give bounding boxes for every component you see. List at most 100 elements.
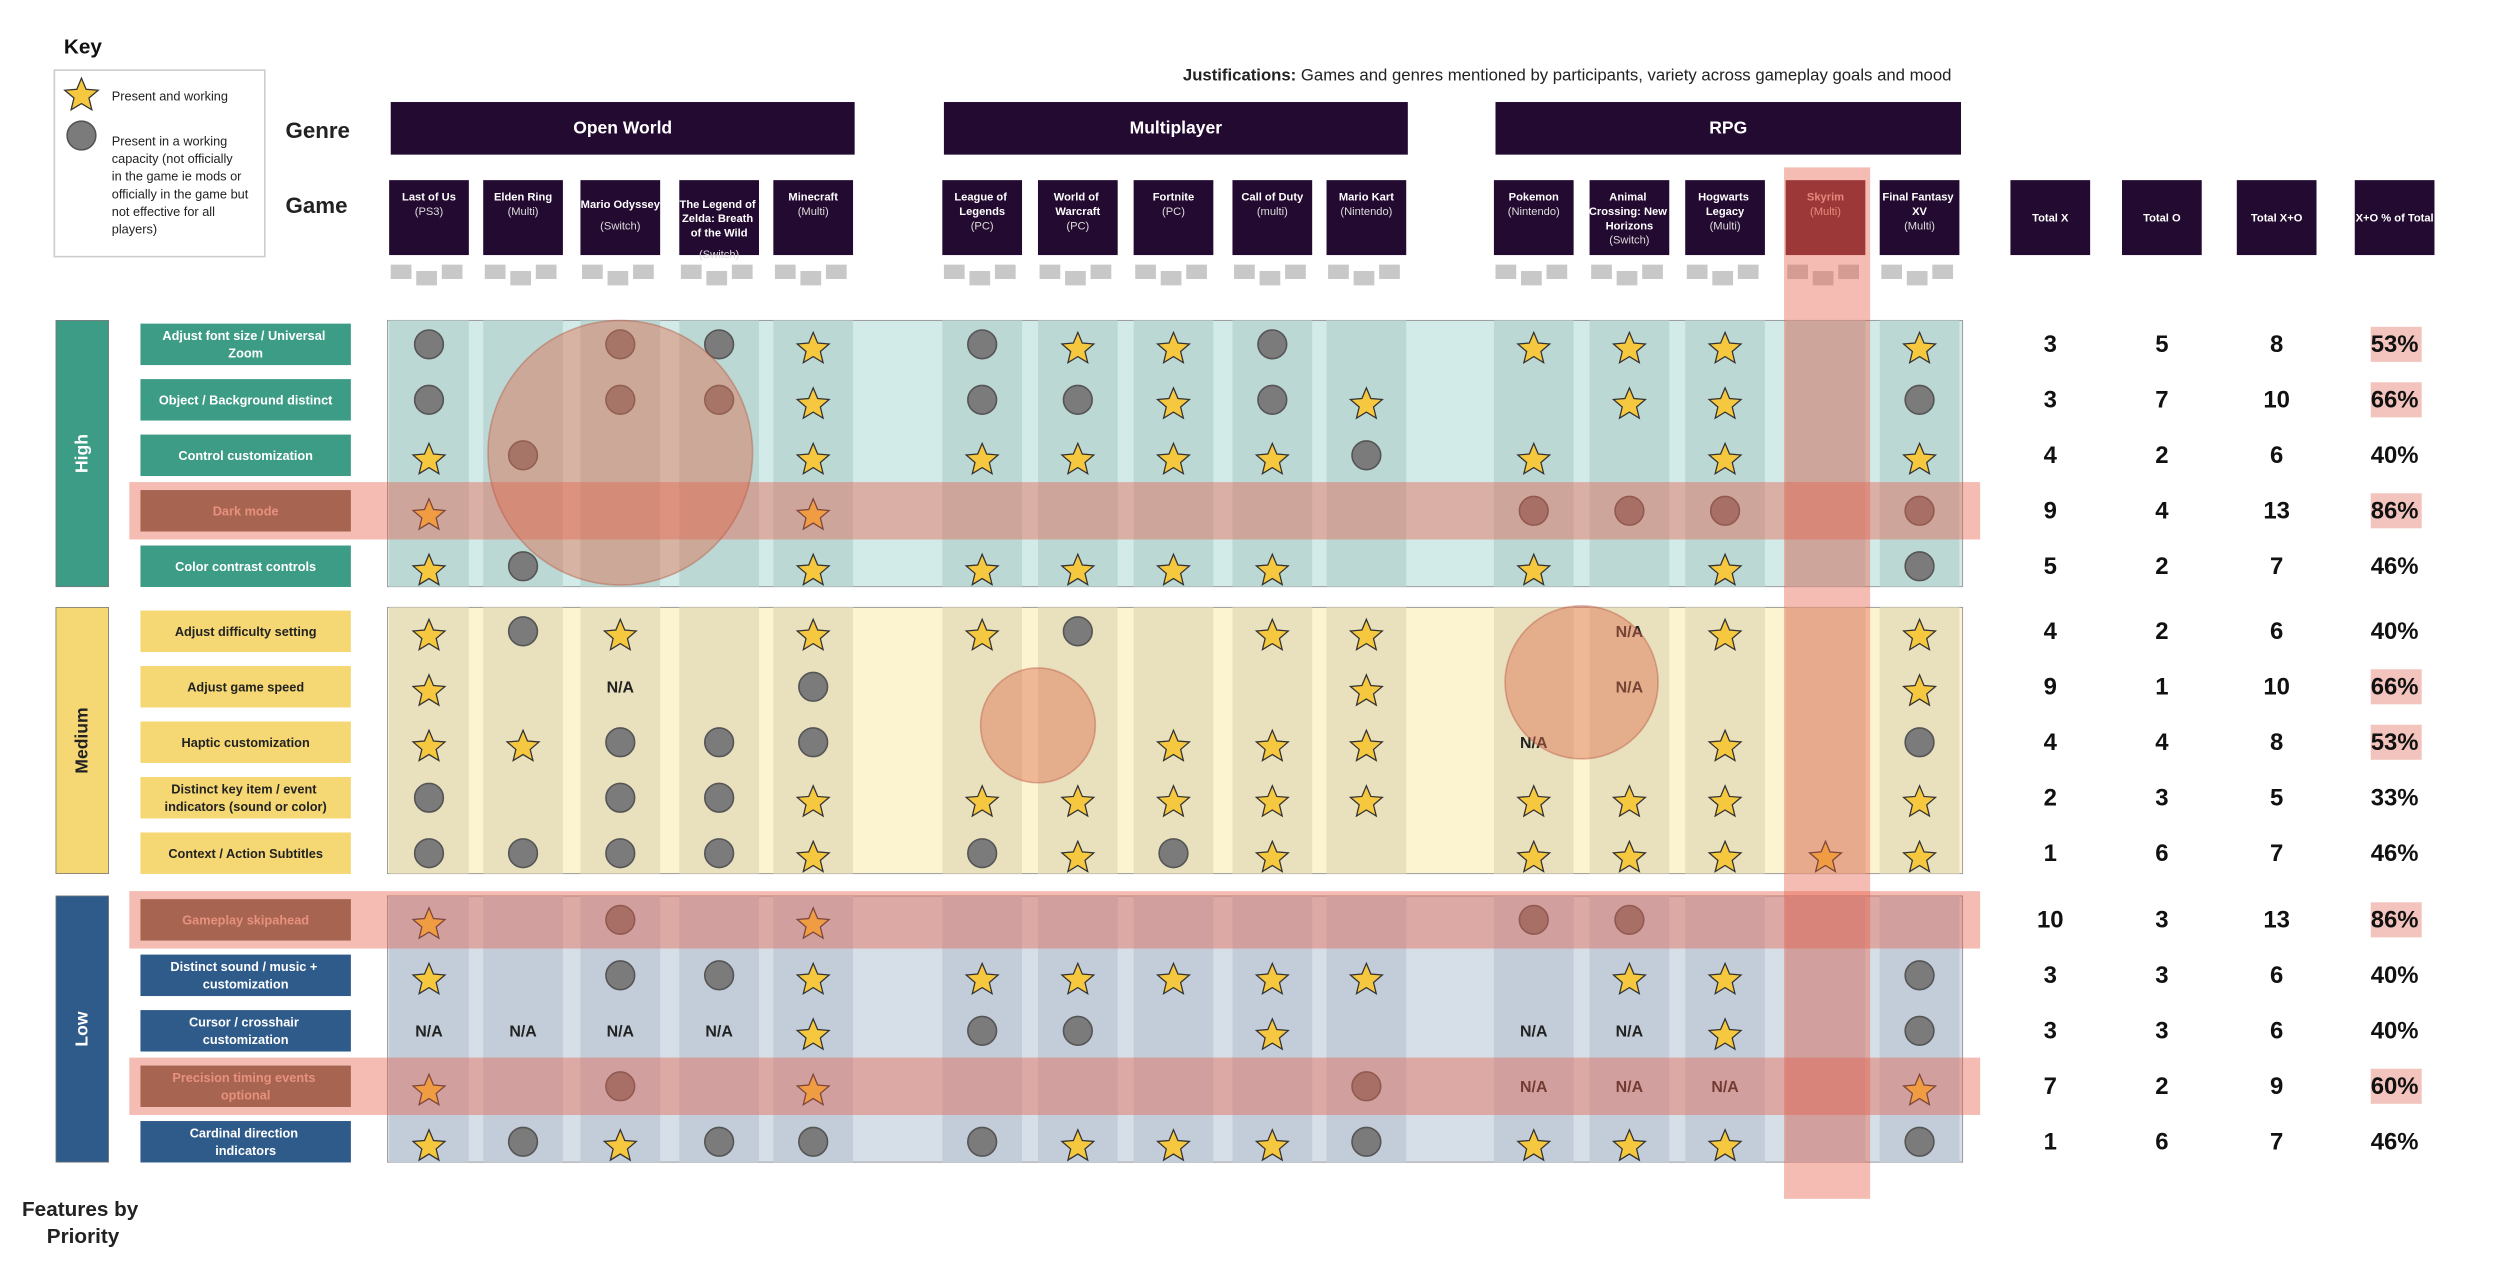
feature-box [140, 434, 351, 477]
key-title: Key [64, 35, 102, 58]
thumbnail [706, 271, 728, 286]
game-name: World of Warcraft [1054, 192, 1102, 218]
star [1348, 961, 1384, 996]
thumbnail [1495, 264, 1517, 279]
game-name: Elden Ring [494, 192, 552, 204]
total-value: 1 [2155, 674, 2168, 701]
feature-name: Gameplay skipahead [182, 913, 309, 928]
star [411, 552, 447, 586]
thumbnail [1065, 271, 1086, 286]
star [1516, 784, 1552, 818]
circle [798, 1126, 829, 1157]
game-name: Pokemon [1509, 192, 1559, 204]
circle [507, 551, 539, 582]
circle [413, 329, 445, 360]
game-platform: (multi) [1257, 206, 1288, 218]
thumbnail [582, 264, 603, 279]
star [1348, 784, 1384, 818]
star [411, 673, 447, 707]
totals-header-text: Total O [2143, 212, 2181, 224]
total-value: 46% [2371, 1129, 2419, 1156]
feature-box [140, 1010, 351, 1052]
game-header [1326, 180, 1407, 256]
star [795, 386, 831, 420]
star [795, 552, 831, 586]
thumbnail [1591, 264, 1612, 279]
total-value: 6 [2270, 618, 2283, 645]
star [1155, 330, 1191, 365]
total-value: 40% [2371, 442, 2419, 469]
star [602, 617, 638, 651]
feature-name: Adjust font size / Universal Zoom [162, 329, 329, 362]
circle [1904, 727, 1935, 758]
circle [703, 727, 735, 758]
star [1902, 673, 1938, 707]
game-name: Final Fantasy XV [1882, 192, 1956, 218]
circle [798, 671, 829, 702]
game-platform: (Nintendo) [1340, 206, 1392, 218]
thumbnail [1285, 264, 1306, 279]
circle [703, 384, 735, 415]
total-value: 10 [2263, 387, 2290, 414]
star [1611, 386, 1647, 420]
star [1902, 839, 1938, 873]
total-value: 2 [2044, 785, 2057, 812]
game-name: Call of Duty [1241, 192, 1304, 204]
genre-name: Multiplayer [1130, 118, 1223, 138]
star [411, 961, 447, 996]
feature-box [140, 954, 351, 997]
feature-name: Cursor / crosshair customization [189, 1015, 302, 1048]
feature-name: Precision timing events optional [172, 1070, 319, 1103]
star [1902, 1072, 1938, 1106]
star [1155, 728, 1191, 762]
na-text: N/A [607, 680, 635, 697]
feature-name: Distinct key item / event indicators (so… [165, 782, 327, 815]
star [1707, 617, 1743, 651]
thumbnail [1737, 264, 1759, 279]
total-value: 7 [2270, 840, 2283, 867]
thumbnail [800, 271, 822, 286]
na-text: N/A [415, 1024, 443, 1041]
group-name: Medium [72, 707, 92, 773]
game-name: League of Legends [954, 192, 1010, 218]
star [1155, 386, 1191, 420]
circle [798, 727, 829, 758]
star [795, 497, 831, 531]
circle [605, 782, 636, 813]
game-platform: (Multi) [1904, 220, 1935, 232]
game-header [1232, 180, 1313, 256]
total-value: 10 [2263, 674, 2290, 701]
game-label: Game [286, 193, 348, 218]
feature-name: Color contrast controls [175, 559, 316, 574]
total-value: 1 [2044, 1129, 2057, 1156]
star [964, 784, 1000, 818]
star [1516, 441, 1552, 475]
star [795, 441, 831, 475]
circle [413, 384, 445, 415]
game-header [1785, 180, 1866, 256]
circle [507, 1126, 539, 1157]
game-name: Minecraft [788, 192, 838, 204]
star [1707, 552, 1743, 586]
thumbnail [1234, 264, 1255, 279]
total-value: 46% [2371, 840, 2419, 867]
star [1348, 728, 1384, 762]
total-value: 4 [2044, 442, 2058, 469]
circle [1518, 495, 1549, 526]
thumbnail [774, 264, 796, 279]
thumbnail [1787, 264, 1808, 279]
circle [605, 329, 636, 360]
pct-highlight [2370, 669, 2422, 705]
total-value: 5 [2044, 553, 2057, 580]
thumbnail [1135, 264, 1156, 279]
circle [1351, 440, 1382, 471]
na-text: N/A [1616, 1024, 1644, 1041]
feature-name: Distinct sound / music + customization [170, 960, 321, 993]
feature-name: Adjust game speed [187, 680, 304, 695]
game-header [483, 180, 563, 256]
total-value: 86% [2371, 498, 2419, 525]
total-value: 3 [2044, 331, 2057, 358]
column-stripe [679, 895, 759, 1163]
star [1155, 441, 1191, 475]
na-text: N/A [1520, 1079, 1548, 1096]
